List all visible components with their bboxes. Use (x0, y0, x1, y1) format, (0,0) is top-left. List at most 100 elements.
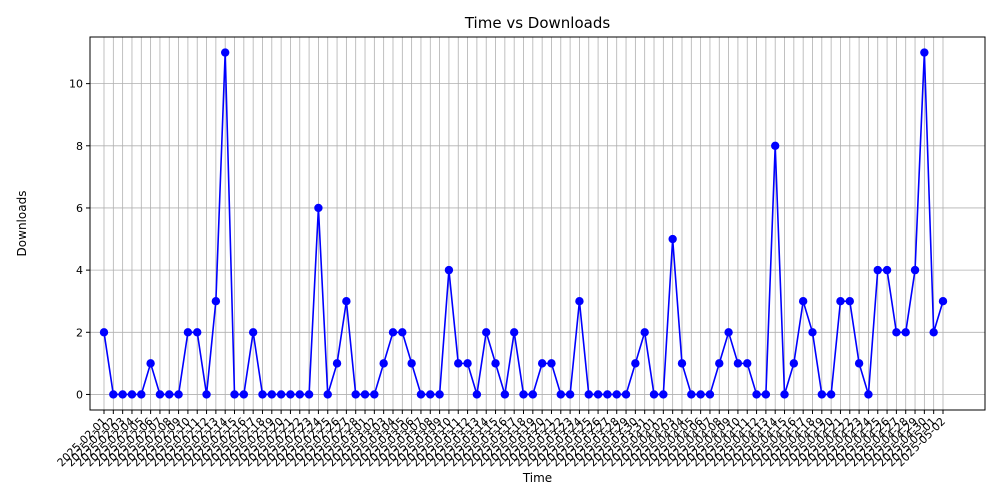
data-point (127, 390, 137, 399)
data-point (407, 359, 416, 368)
data-point (314, 203, 323, 213)
plot-frame (89, 36, 986, 411)
data-point (556, 390, 565, 399)
data-point (491, 359, 500, 368)
data-point (509, 328, 519, 337)
data-point (882, 265, 892, 275)
data-point (463, 359, 472, 368)
data-point (873, 265, 882, 275)
data-point (752, 390, 761, 399)
data-point (761, 390, 771, 399)
data-point (239, 390, 249, 399)
data-point (193, 328, 202, 337)
data-point (938, 297, 948, 306)
data-point (398, 328, 407, 337)
y-tick-label: 10 (69, 78, 83, 91)
data-point (705, 390, 715, 399)
data-point (901, 328, 910, 337)
data-point (920, 48, 929, 57)
data-point (267, 390, 276, 399)
y-axis: 0 2 4 6 8 10 (69, 78, 90, 401)
data-point (575, 297, 584, 306)
data-point (295, 390, 304, 399)
data-point (519, 390, 528, 399)
data-point (360, 390, 370, 399)
data-point (677, 359, 687, 368)
data-point (304, 390, 314, 399)
y-tick-label: 2 (76, 326, 83, 339)
data-point (621, 390, 631, 399)
data-point (687, 390, 696, 399)
data-point (836, 297, 845, 306)
data-point (165, 390, 174, 399)
chart-title: Time vs Downloads (464, 14, 610, 32)
data-point (379, 359, 388, 368)
data-point (724, 328, 733, 337)
data-point (342, 297, 351, 306)
data-point (659, 390, 668, 399)
data-point (715, 359, 724, 368)
data-point (454, 359, 463, 368)
data-point (276, 390, 286, 399)
data-point (798, 297, 808, 306)
data-point (603, 390, 612, 399)
series-downloads (99, 48, 948, 399)
data-point (286, 390, 295, 399)
x-axis: 2025-02-012025-02-022025-02-032025-02-04… (55, 410, 948, 469)
data-point (248, 328, 258, 337)
data-point (826, 390, 836, 399)
data-point (174, 390, 183, 399)
data-point (780, 390, 789, 399)
data-point (845, 297, 854, 306)
data-point (332, 359, 342, 368)
data-point (426, 390, 435, 399)
data-point (416, 390, 426, 399)
data-point (155, 390, 165, 399)
data-point (733, 359, 743, 368)
data-point (892, 328, 901, 337)
data-point (910, 265, 920, 275)
x-axis-label: Time (522, 471, 552, 485)
data-point (351, 390, 360, 399)
data-point (482, 328, 491, 337)
data-point (500, 390, 510, 399)
data-point (593, 390, 603, 399)
data-point (137, 390, 146, 399)
data-point (146, 359, 155, 368)
data-point (528, 390, 538, 399)
grid (90, 37, 985, 410)
data-point (202, 390, 211, 399)
data-point (444, 265, 454, 275)
y-tick-label: 4 (76, 264, 83, 277)
y-tick-label: 8 (76, 140, 83, 153)
data-point (230, 390, 239, 399)
data-point (631, 359, 640, 368)
data-point (370, 390, 379, 399)
data-point (547, 359, 556, 368)
data-point (864, 390, 873, 399)
data-point (183, 328, 193, 337)
data-point (789, 359, 799, 368)
data-point (649, 390, 659, 399)
data-point (854, 359, 864, 368)
y-tick-label: 6 (76, 202, 83, 215)
data-point (537, 359, 547, 368)
data-point (258, 390, 267, 399)
data-point (99, 328, 109, 337)
data-point (771, 141, 780, 150)
data-point (817, 390, 827, 399)
data-point (565, 390, 575, 399)
data-point (929, 328, 938, 337)
data-point (640, 328, 649, 337)
data-point (220, 48, 230, 57)
data-point (743, 359, 752, 368)
y-tick-label: 0 (76, 388, 83, 401)
data-point (584, 390, 593, 399)
data-point (323, 390, 332, 399)
data-point (109, 390, 118, 399)
data-point (388, 328, 398, 337)
data-point (211, 297, 221, 306)
data-point (435, 390, 444, 399)
y-axis-label: Downloads (15, 191, 29, 257)
